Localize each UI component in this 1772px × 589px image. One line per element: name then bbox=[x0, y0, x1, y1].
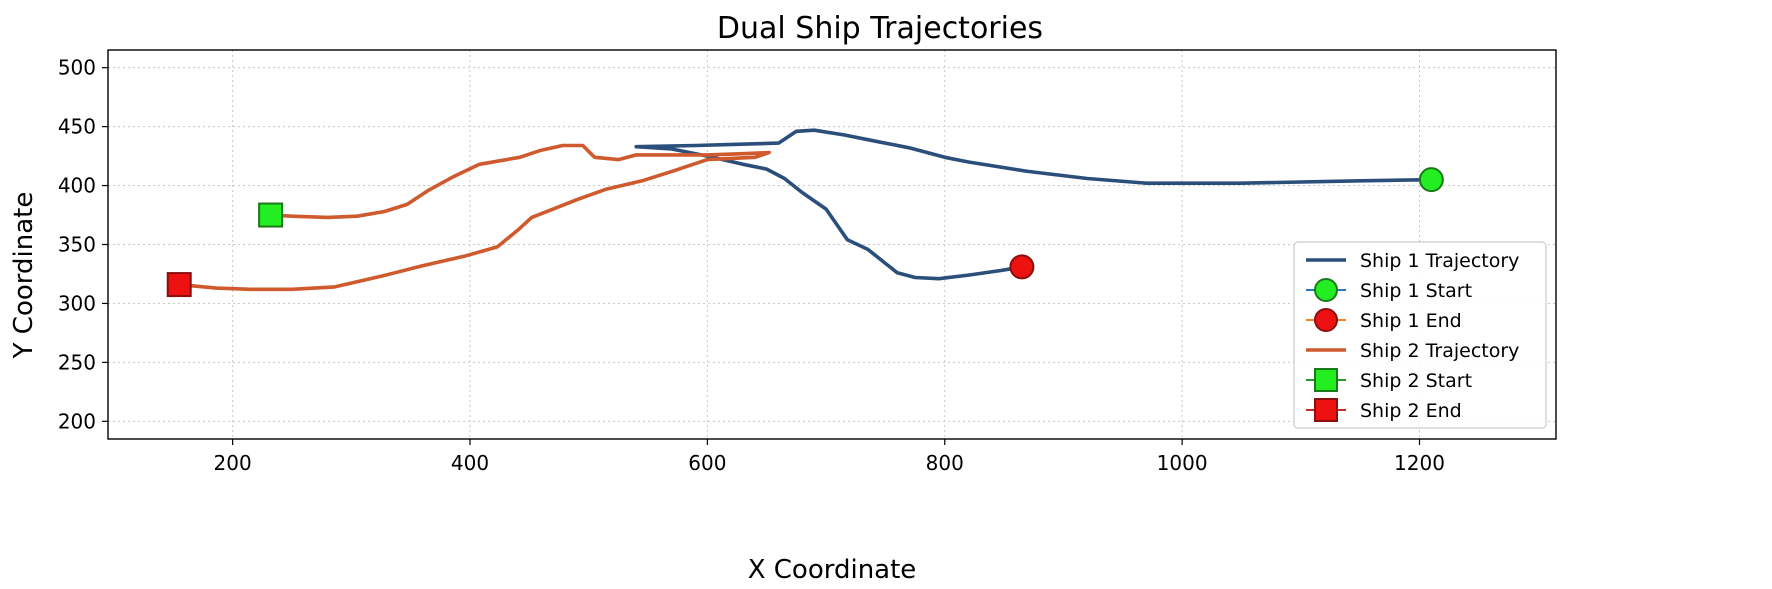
y-tick-label: 300 bbox=[58, 291, 96, 315]
x-axis-ticks: 200 400 600 800 1000 1200 bbox=[214, 439, 1445, 475]
y-tick-label: 200 bbox=[58, 409, 96, 433]
y-tick-label: 500 bbox=[58, 56, 96, 80]
ship-1-end-marker bbox=[1009, 254, 1035, 280]
ship-2-start-marker bbox=[258, 202, 284, 228]
x-tick-label: 400 bbox=[451, 451, 489, 475]
marker-layer bbox=[166, 167, 1444, 298]
legend: Ship 1 Trajectory Ship 1 Start Ship 1 End S… bbox=[1293, 241, 1547, 429]
y-tick-label: 350 bbox=[58, 233, 96, 257]
legend-label: Ship 1 Trajectory bbox=[1360, 250, 1519, 272]
x-tick-label: 200 bbox=[214, 451, 252, 475]
x-axis-label: X Coordinate bbox=[748, 555, 917, 585]
legend-label: Ship 2 Trajectory bbox=[1360, 340, 1519, 362]
x-tick-label: 1000 bbox=[1157, 451, 1208, 475]
y-tick-label: 450 bbox=[58, 115, 96, 139]
legend-label: Ship 1 Start bbox=[1360, 280, 1472, 302]
legend-swatch-ship-1-start bbox=[1314, 278, 1338, 302]
y-axis-ticks: 200 250 300 350 400 450 500 bbox=[58, 56, 108, 433]
x-tick-label: 800 bbox=[926, 451, 964, 475]
ship-2-trajectory-line bbox=[177, 143, 771, 292]
legend-label: Ship 2 Start bbox=[1360, 370, 1472, 392]
legend-swatch-ship-2-end bbox=[1314, 398, 1338, 422]
legend-swatch-ship-1-end bbox=[1314, 308, 1338, 332]
chart-title: Dual Ship Trajectories bbox=[717, 11, 1043, 46]
legend-box bbox=[1293, 241, 1547, 429]
ship-1-trajectory-line bbox=[634, 128, 1434, 281]
y-axis-label: Y Coordinate bbox=[9, 192, 39, 360]
legend-swatch-ship-2-start bbox=[1314, 368, 1338, 392]
ship-2-end-marker bbox=[166, 272, 192, 298]
x-tick-label: 600 bbox=[688, 451, 726, 475]
x-tick-label: 1200 bbox=[1394, 451, 1445, 475]
legend-label: Ship 1 End bbox=[1360, 310, 1462, 332]
legend-label: Ship 2 End bbox=[1360, 400, 1462, 422]
y-tick-label: 400 bbox=[58, 174, 96, 198]
series-layer bbox=[177, 128, 1434, 292]
y-tick-label: 250 bbox=[58, 350, 96, 374]
ship-1-start-marker bbox=[1418, 167, 1444, 193]
